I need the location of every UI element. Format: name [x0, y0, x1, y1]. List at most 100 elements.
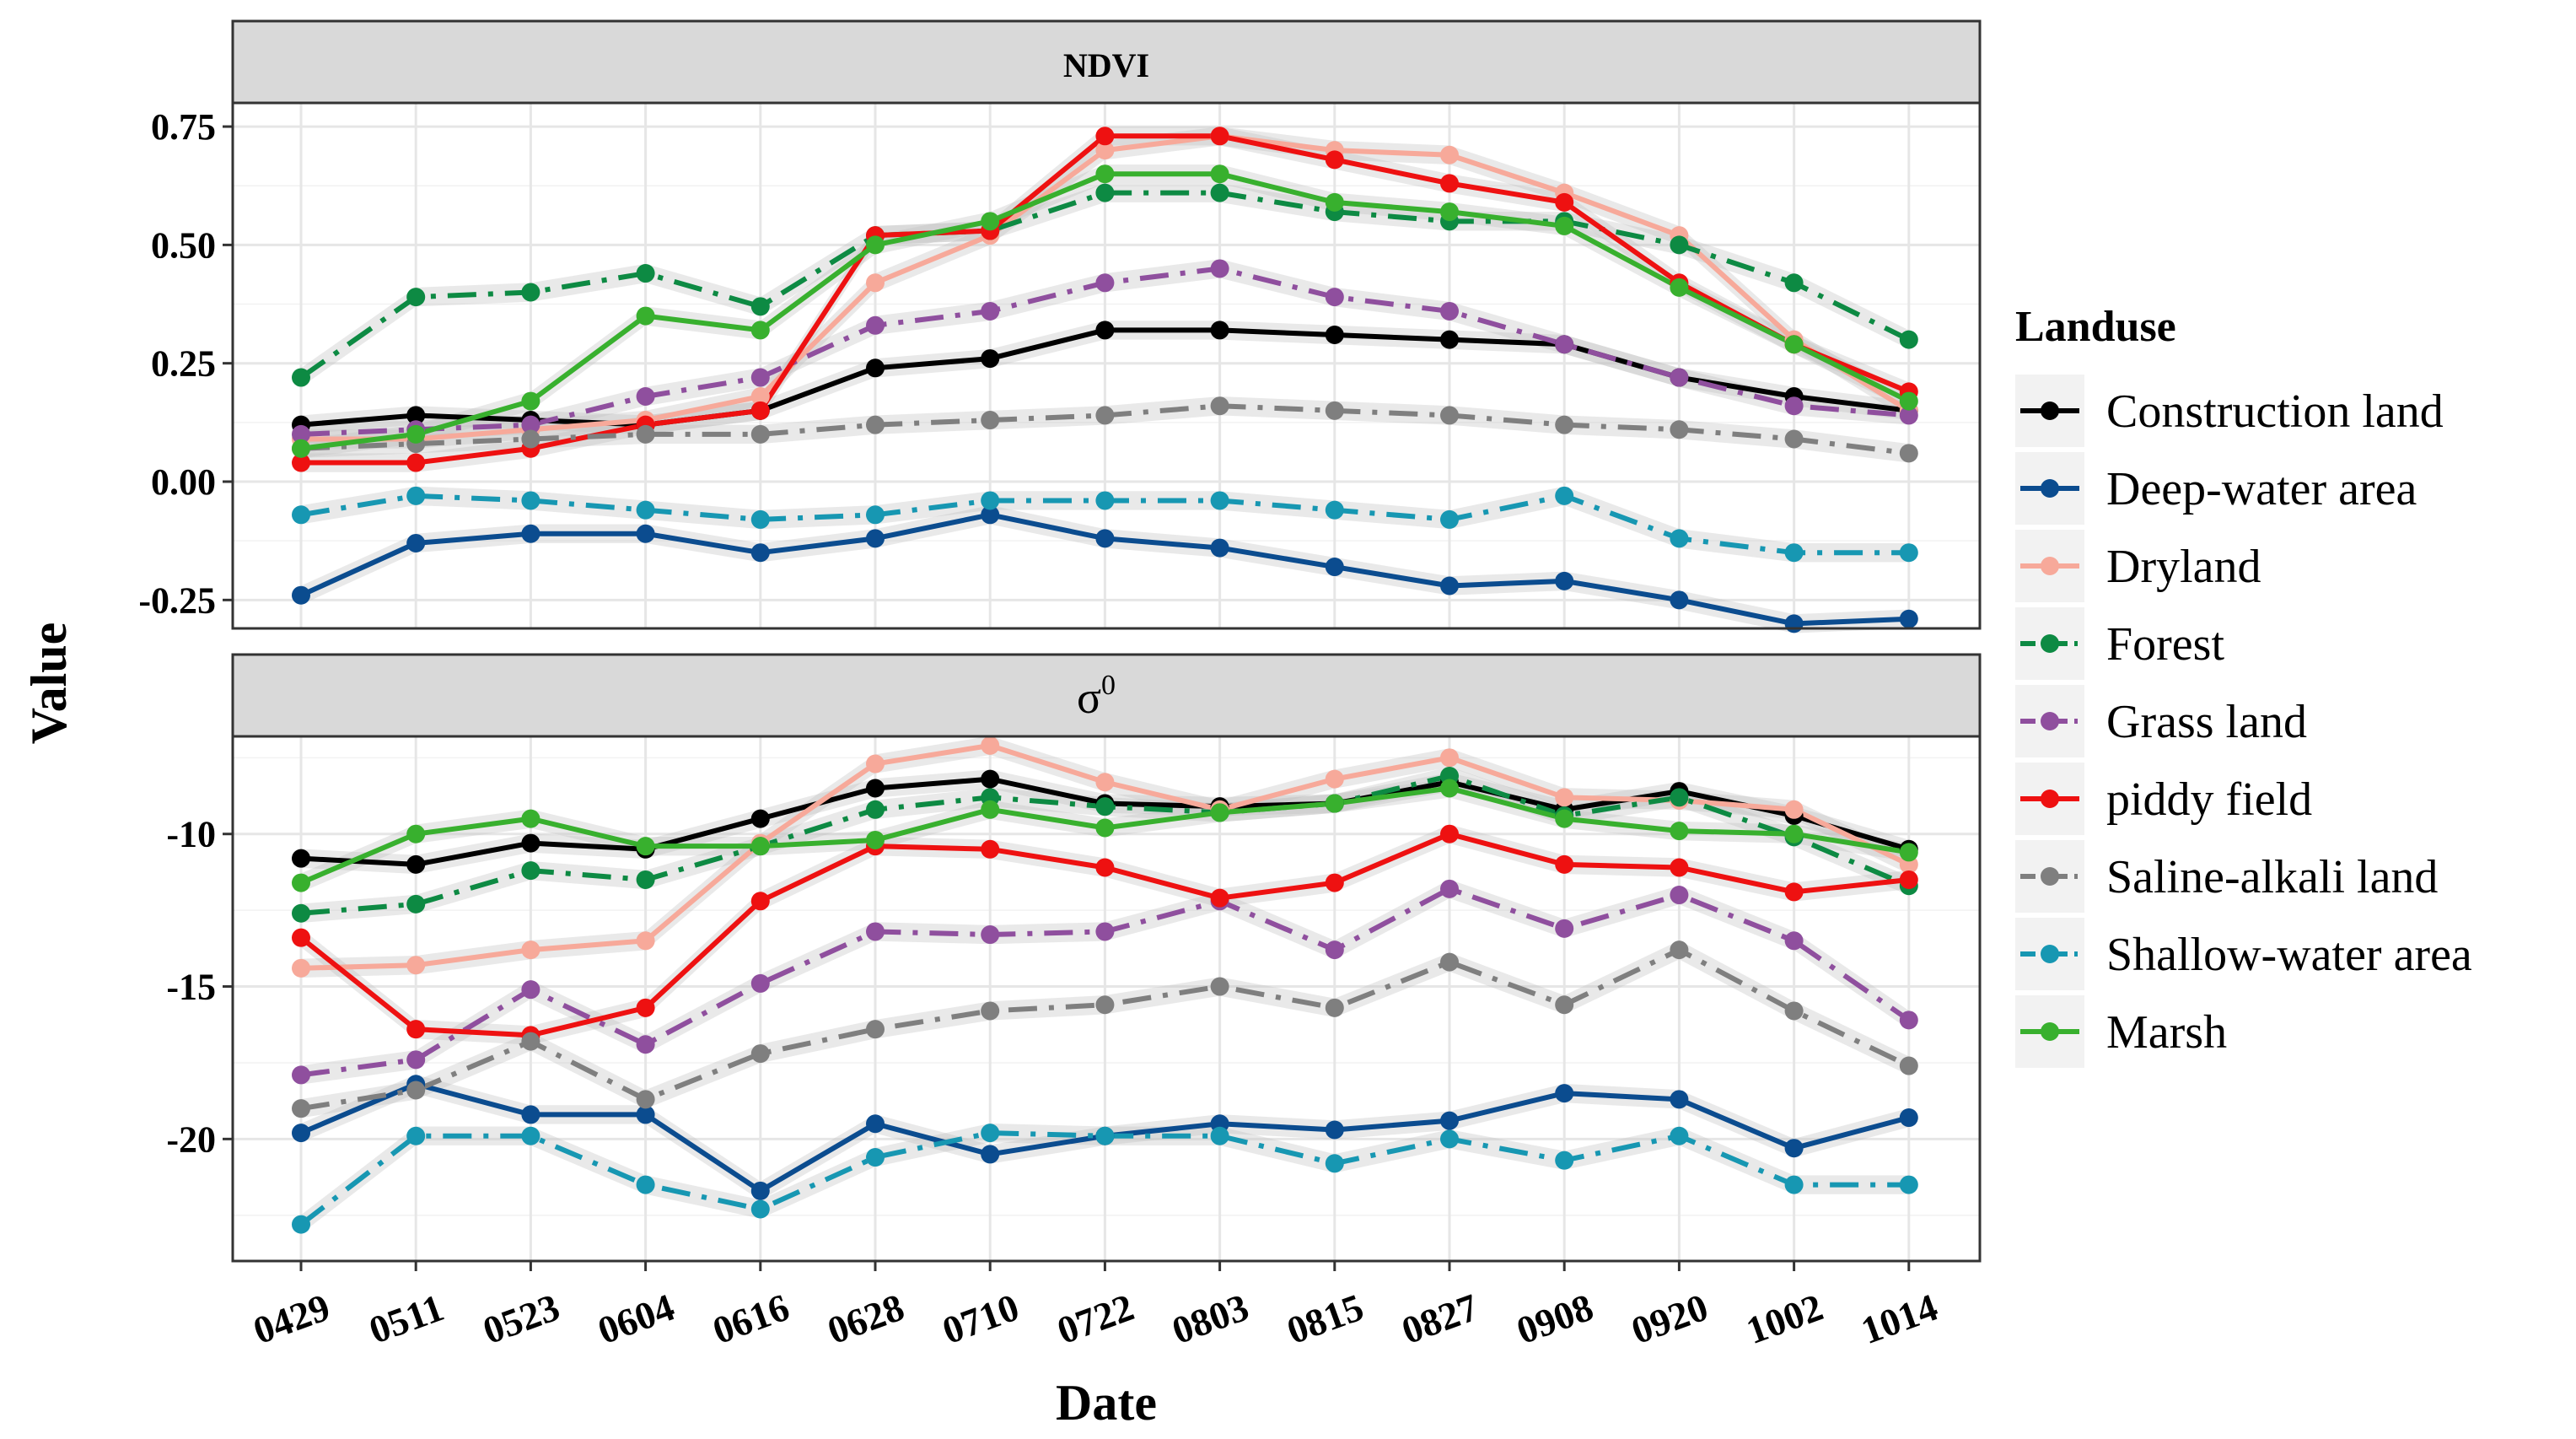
ndvi-grass-land-point-0628	[866, 315, 885, 335]
ndvi-saline-alkali-land-point-0616	[750, 424, 770, 444]
ndvi-marsh-point-1002	[1784, 335, 1804, 354]
ndvi-shallow-water-area-point-0920	[1670, 529, 1689, 548]
ndvi-shallow-water-area-point-0827	[1440, 509, 1459, 529]
ndvi-marsh-point-0827	[1440, 202, 1459, 222]
sigma0-deep-water-area-point-0815	[1325, 1120, 1344, 1140]
sigma0-forest-point-0429	[292, 903, 310, 923]
ndvi-grass-land-point-0803	[1210, 259, 1229, 278]
ndvi-y-tick-label: 0.50	[151, 224, 216, 266]
sigma0-grass-land-point-0710	[981, 925, 1000, 945]
ndvi-forest-point-1002	[1784, 273, 1804, 293]
ndvi-deep-water-area-point-0628	[866, 529, 885, 548]
sigma0-saline-alkali-land-point-0429	[292, 1099, 310, 1118]
sigma0-y-ticks: -20 -15 -10	[166, 814, 233, 1160]
ndvi-piddy-field-point-0429	[292, 453, 310, 472]
ndvi-marsh-point-0815	[1325, 192, 1344, 212]
ndvi-marsh-point-0722	[1095, 164, 1115, 184]
ndvi-marsh-point-0511	[406, 424, 426, 444]
sigma0-construction-land-point-0523	[521, 833, 540, 853]
ndvi-construction-land-point-0628	[866, 358, 885, 378]
legend-label-deep-water-area: Deep-water area	[2106, 463, 2417, 515]
sigma0-marsh-point-0722	[1095, 818, 1115, 838]
sigma0-grass-land-point-0827	[1440, 879, 1459, 898]
sigma0-marsh-point-1014	[1899, 843, 1918, 862]
sigma0-saline-alkali-land-point-0815	[1325, 998, 1344, 1017]
sigma0-piddy-field-point-1014	[1899, 870, 1918, 889]
legend-items: Construction land Deep-water area Dryland F…	[2015, 375, 2472, 1068]
ndvi-saline-alkali-land-point-0710	[981, 411, 1000, 430]
x-tick-label-0429: 0429	[248, 1285, 336, 1352]
sigma0-saline-alkali-land-point-0920	[1670, 940, 1689, 960]
sigma0-piddy-field-point-0616	[750, 892, 770, 911]
legend-item-marsh: Marsh	[2015, 995, 2227, 1068]
sigma0-forest-point-0523	[521, 861, 540, 881]
ndvi-saline-alkali-land-point-1014	[1899, 444, 1918, 463]
ndvi-deep-water-area-point-0827	[1440, 576, 1459, 596]
ndvi-forest-point-0616	[750, 297, 770, 316]
ndvi-forest-point-0803	[1210, 183, 1229, 202]
ndvi-y-tick-label: -0.25	[138, 579, 216, 621]
ndvi-marsh-point-0803	[1210, 164, 1229, 184]
ndvi-grass-land-point-0827	[1440, 301, 1459, 321]
ndvi-shallow-water-area-point-0803	[1210, 491, 1229, 510]
sigma0-shallow-water-area-point-0827	[1440, 1129, 1459, 1149]
sigma0-shallow-water-area-point-0815	[1325, 1154, 1344, 1173]
legend-key-point	[2041, 1022, 2059, 1041]
ndvi-grass-land-point-1014	[1899, 406, 1918, 425]
sigma0-marsh-point-0511	[406, 824, 426, 843]
sigma0-deep-water-area-point-1014	[1899, 1108, 1918, 1128]
ndvi-forest-point-1014	[1899, 330, 1918, 349]
x-tick-label-0827: 0827	[1396, 1285, 1484, 1352]
ndvi-saline-alkali-land-point-1002	[1784, 429, 1804, 449]
sigma0-grass-land-point-0815	[1325, 940, 1344, 960]
legend-key-point	[2041, 945, 2059, 963]
sigma0-y-tick-label: -15	[166, 967, 216, 1008]
ndvi-deep-water-area-point-1002	[1784, 614, 1804, 633]
ndvi-deep-water-area-point-0908	[1555, 571, 1574, 590]
ndvi-piddy-field-point-0827	[1440, 174, 1459, 193]
sigma0-construction-land-point-0710	[981, 769, 1000, 789]
legend-item-deep-water-area: Deep-water area	[2015, 452, 2417, 525]
legend-label-marsh: Marsh	[2106, 1006, 2227, 1059]
sigma0-dryland-point-0815	[1325, 769, 1344, 789]
ndvi-shallow-water-area-point-0604	[636, 500, 655, 520]
ndvi-forest-point-0429	[292, 368, 310, 387]
ndvi-shallow-water-area-point-0616	[750, 509, 770, 529]
sigma0-dryland-point-0827	[1440, 748, 1459, 768]
x-tick-label-1002: 1002	[1740, 1285, 1828, 1352]
ndvi-construction-land-point-0511	[406, 406, 426, 425]
sigma0-forest-point-0628	[866, 800, 885, 819]
sigma0-deep-water-area-point-0429	[292, 1124, 310, 1143]
ndvi-marsh-point-0908	[1555, 216, 1574, 235]
x-axis-title: Date	[1056, 1375, 1157, 1431]
ndvi-shallow-water-area-point-0815	[1325, 500, 1344, 520]
sigma0-deep-water-area-point-0616	[750, 1181, 770, 1200]
legend-item-shallow-water-area: Shallow-water area	[2015, 918, 2472, 990]
ndvi-y-tick-label: 0.00	[151, 461, 216, 503]
ndvi-marsh-point-0616	[750, 321, 770, 340]
legend-label-saline-alkali-land: Saline-alkali land	[2106, 851, 2438, 903]
ndvi-grass-land-point-0429	[292, 424, 310, 444]
sigma0-forest-point-0604	[636, 870, 655, 889]
sigma0-piddy-field-point-0803	[1210, 888, 1229, 908]
ndvi-dryland-point-0722	[1095, 141, 1115, 160]
sigma0-grass-land-point-0908	[1555, 919, 1574, 938]
legend-key-point	[2041, 402, 2059, 420]
sigma0-deep-water-area-point-0628	[866, 1114, 885, 1134]
ndvi-marsh-point-0628	[866, 235, 885, 255]
ndvi-deep-water-area-point-0604	[636, 524, 655, 543]
x-tick-label-0604: 0604	[592, 1285, 680, 1352]
ndvi-shallow-water-area-point-0523	[521, 491, 540, 510]
legend-item-dryland: Dryland	[2015, 530, 2261, 602]
ndvi-construction-land-point-0722	[1095, 321, 1115, 340]
sigma0-y-tick-label: -20	[166, 1118, 216, 1160]
ndvi-shallow-water-area-point-0908	[1555, 486, 1574, 505]
sigma0-saline-alkali-land-point-1014	[1899, 1056, 1918, 1075]
sigma0-forest-point-0511	[406, 894, 426, 914]
legend-label-construction-land: Construction land	[2106, 385, 2444, 438]
sigma0-marsh-point-0803	[1210, 803, 1229, 822]
sigma0-saline-alkali-land-point-0710	[981, 1001, 1000, 1021]
sigma0-forest-point-0722	[1095, 797, 1115, 817]
ndvi-shallow-water-area-point-0628	[866, 505, 885, 525]
ndvi-saline-alkali-land-point-0722	[1095, 406, 1115, 425]
